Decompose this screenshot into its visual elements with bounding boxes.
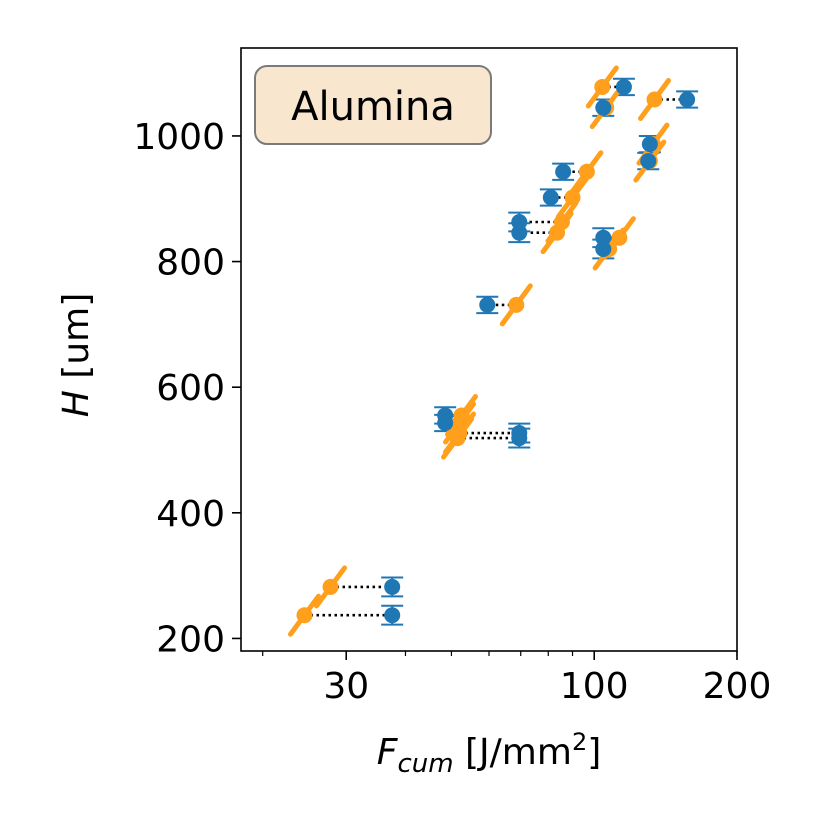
- annotation-badge-text: Alumina: [291, 84, 455, 130]
- measured-point: [595, 99, 612, 116]
- x-axis-label-unit-end: ]: [587, 732, 601, 773]
- x-tick-label: 30: [323, 666, 369, 707]
- measured-point: [555, 163, 572, 180]
- x-axis-ticks: 30 100 200: [262, 651, 772, 707]
- fit-point: [322, 578, 339, 595]
- measured-point: [511, 213, 528, 230]
- measured-point: [542, 189, 559, 206]
- measured-point: [511, 425, 528, 442]
- measured-point: [595, 241, 612, 257]
- x-axis-label-unit-sup: 2: [572, 728, 587, 756]
- measured-point: [595, 229, 612, 246]
- x-tick-label: 200: [703, 666, 772, 707]
- fit-point: [453, 407, 470, 424]
- x-axis-label-sub: cum: [397, 749, 453, 779]
- annotation-badge: Alumina: [254, 65, 492, 145]
- fit-point: [578, 163, 595, 180]
- measured-point: [679, 91, 696, 108]
- measured-point: [641, 136, 658, 153]
- measured-point-layer: [384, 78, 696, 624]
- y-tick-label: 400: [156, 494, 225, 535]
- fit-point: [508, 296, 525, 313]
- fit-point: [594, 78, 611, 95]
- fit-point: [564, 189, 581, 206]
- x-axis-label-main: F: [377, 732, 399, 773]
- measured-point: [437, 407, 454, 424]
- y-axis-label-main: H: [56, 390, 97, 417]
- y-tick-label: 600: [156, 368, 225, 409]
- x-tick-label: 100: [560, 666, 629, 707]
- measured-point: [384, 607, 401, 624]
- link-layer: [304, 85, 688, 617]
- x-axis-label: Fcum [J/mm2]: [377, 728, 602, 779]
- y-tick-label: 200: [156, 619, 225, 660]
- fit-point: [451, 425, 468, 442]
- measured-point: [384, 578, 401, 595]
- y-axis-ticks: 200 400 600 800 1000: [133, 117, 241, 660]
- fit-marker-layer: [288, 65, 672, 637]
- measured-point: [479, 296, 496, 313]
- fit-point: [611, 229, 628, 246]
- y-tick-label: 1000: [133, 117, 225, 158]
- y-tick-label: 800: [156, 243, 225, 284]
- y-axis-label-unit: [um]: [56, 293, 97, 390]
- y-axis-label: H [um]: [56, 293, 97, 418]
- x-axis-label-unit: [J/mm: [454, 732, 572, 773]
- annotation-badge-box: [254, 65, 492, 145]
- measured-point: [615, 78, 632, 95]
- fit-point: [646, 91, 663, 108]
- fit-point: [296, 607, 313, 624]
- measured-point: [640, 153, 657, 170]
